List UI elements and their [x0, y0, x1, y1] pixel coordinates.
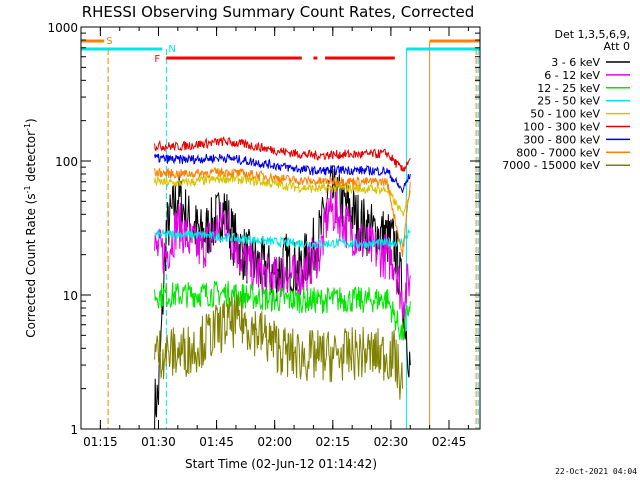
x-tick-label: 02:30: [374, 435, 409, 449]
y-tick-label: 1: [70, 423, 78, 437]
footer-timestamp: 22-Oct-2021 04:04: [555, 467, 637, 476]
y-axis-label-main: Corrected Count Rate (s: [24, 193, 38, 337]
x-tick-label: 01:30: [141, 435, 176, 449]
x-tick-label: 02:45: [432, 435, 467, 449]
legend-label-2: 12 - 25 keV: [537, 82, 600, 95]
flag-label-f: F: [154, 54, 160, 65]
series-line-4: [154, 173, 411, 217]
legend-label-0: 3 - 6 keV: [551, 56, 600, 69]
y-axis-label-mid: detector: [24, 131, 38, 186]
legend-label-8: 7000 - 15000 keV: [502, 159, 600, 172]
x-tick-label: 01:45: [199, 435, 234, 449]
flag-label-s: S: [106, 36, 112, 47]
y-axis-label-sup1: -1: [23, 185, 32, 193]
legend-label-3: 25 - 50 keV: [537, 95, 600, 108]
series-line-5: [154, 136, 411, 172]
legend-header-line2: Att 0: [604, 40, 630, 53]
legend-label-4: 50 - 100 keV: [530, 108, 600, 121]
legend-header-line1: Det 1,3,5,6,9,: [554, 28, 630, 41]
series-line-3: [154, 228, 411, 250]
y-axis-label: Corrected Count Rate (s-1 detector-1): [23, 118, 38, 337]
x-tick-label: 02:15: [315, 435, 350, 449]
series-line-7: [154, 167, 411, 257]
y-axis-label-end: ): [24, 118, 38, 123]
series-line-2: [154, 280, 411, 341]
legend-label-1: 6 - 12 keV: [544, 69, 600, 82]
x-tick-label: 02:00: [257, 435, 292, 449]
y-tick-label: 1000: [47, 21, 78, 35]
legend-label-6: 300 - 800 keV: [523, 133, 600, 146]
legend-label-5: 100 - 300 keV: [523, 121, 600, 134]
y-axis-label-sup2: -1: [23, 123, 32, 131]
chart-title: RHESSI Observing Summary Count Rates, Co…: [82, 3, 475, 21]
series-line-6: [154, 153, 411, 193]
x-axis-label: Start Time (02-Jun-12 01:14:42): [185, 457, 377, 471]
y-axis: 1 10 100 1000: [47, 21, 480, 437]
legend-label-7: 800 - 7000 keV: [516, 146, 600, 159]
y-tick-label: 10: [63, 289, 78, 303]
plot-frame: [80, 26, 481, 430]
x-tick-label: 01:15: [83, 435, 118, 449]
series-line-0: [154, 165, 411, 430]
flag-label-n: N: [168, 44, 175, 55]
y-tick-label: 100: [55, 155, 78, 169]
x-axis: 01:15 01:30 01:45 02:00 02:15 02:30 02:45: [80, 27, 469, 449]
series-line-8: [154, 294, 403, 400]
plot-area: S NF: [81, 36, 480, 430]
